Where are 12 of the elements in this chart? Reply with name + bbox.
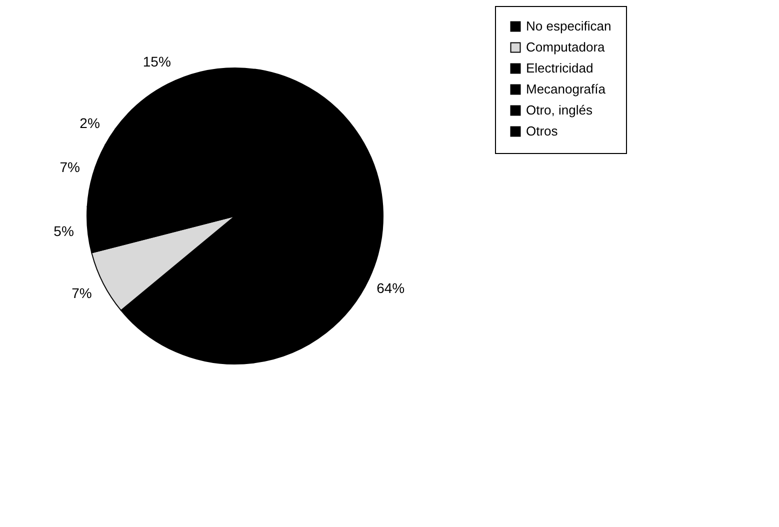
legend-label: Otros (526, 124, 558, 138)
legend-label: Otro, inglés (526, 102, 593, 118)
legend-label: No especifican (526, 18, 612, 34)
data-label: 2% (80, 114, 100, 131)
data-label: 15% (142, 54, 171, 70)
data-label: 7% (60, 159, 80, 176)
data-label: 5% (54, 223, 74, 240)
legend-label: Mecanografía (526, 82, 606, 96)
legend-label: Electricidad (526, 60, 594, 76)
legend-label: Computadora (526, 40, 606, 54)
data-label: 64% (376, 280, 405, 296)
data-label: 7% (72, 285, 92, 302)
